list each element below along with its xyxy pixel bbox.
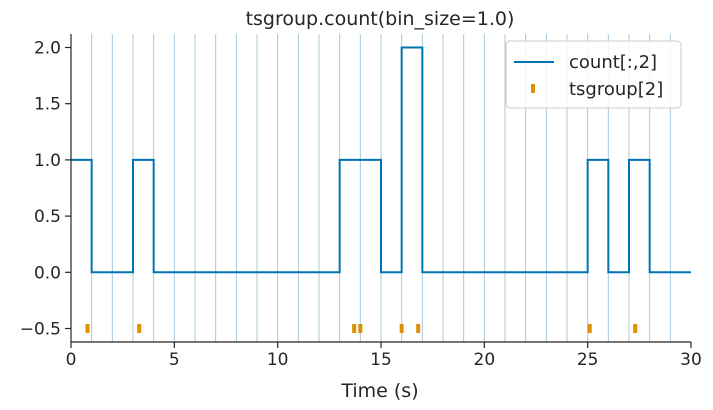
legend-label-tsgroup: tsgroup[2] [569, 79, 663, 100]
event-marker [85, 324, 90, 334]
event-marker [633, 324, 638, 334]
y-tick-label: 1.0 [34, 151, 61, 171]
y-tick-label: −0.5 [20, 320, 61, 340]
y-tick-label: 0.0 [34, 263, 61, 283]
y-tick-label: 0.5 [34, 207, 61, 227]
x-tick-label: 15 [370, 350, 392, 370]
x-tick-label: 0 [66, 350, 77, 370]
series-line-count [71, 46, 691, 274]
chart-title: tsgroup.count(bin_size=1.0) [246, 8, 515, 30]
x-tick-label: 25 [577, 350, 599, 370]
event-marker [399, 324, 404, 334]
series-layer [71, 46, 691, 334]
event-marker [416, 324, 421, 334]
axes-layer: 0 5 10 15 20 25 30 −0.5 0.0 0.5 1.0 1.5 2.0 [20, 34, 702, 370]
event-marker [137, 324, 142, 334]
event-marker [358, 324, 363, 334]
legend: count[:,2] tsgroup[2] [505, 40, 682, 109]
legend-label-count: count[:,2] [569, 52, 657, 73]
x-tick-label: 30 [680, 350, 702, 370]
x-axis-label: Time (s) [340, 380, 418, 402]
x-tick-label: 20 [474, 350, 496, 370]
x-tick-label: 10 [267, 350, 289, 370]
y-tick-label: 1.5 [34, 95, 61, 115]
event-marker [352, 324, 357, 334]
legend-swatch-tsgroup [531, 84, 535, 93]
x-tick-label: 5 [169, 350, 180, 370]
y-tick-label: 2.0 [34, 38, 61, 58]
legend-frame [505, 40, 682, 109]
event-marker [587, 324, 592, 334]
